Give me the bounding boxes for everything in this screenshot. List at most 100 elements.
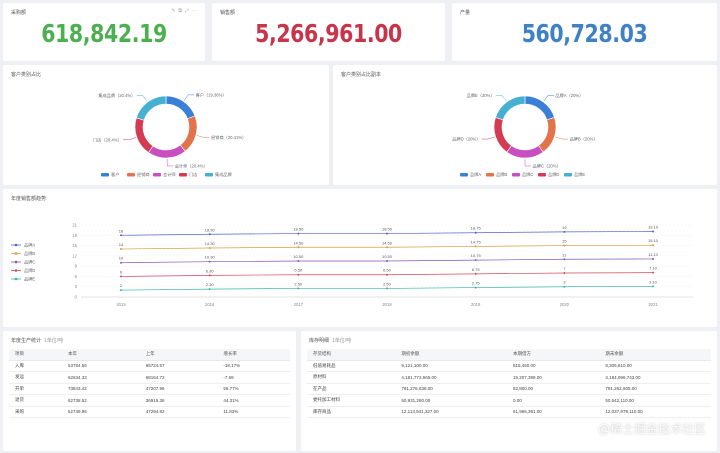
- column-header[interactable]: 项目: [9, 349, 62, 361]
- legend-swatch[interactable]: [486, 173, 494, 177]
- data-point[interactable]: [120, 234, 122, 237]
- data-point[interactable]: [474, 231, 477, 234]
- table-row[interactable]: 原材料 4,181,773,565.00 15,207,399.00 4,184,09…: [307, 371, 711, 384]
- slice-门店[interactable]: [134, 117, 154, 153]
- data-point[interactable]: [563, 285, 566, 288]
- column-header[interactable]: 期末余额: [599, 349, 711, 361]
- column-header[interactable]: 上年: [139, 349, 218, 361]
- data-point[interactable]: [652, 285, 654, 288]
- data-point[interactable]: [208, 233, 211, 236]
- column-header[interactable]: 增长率: [217, 349, 290, 361]
- edit-icon[interactable]: ✎: [171, 8, 176, 14]
- data-point[interactable]: [652, 244, 654, 247]
- data-point[interactable]: [120, 248, 122, 250]
- data-point[interactable]: [563, 272, 566, 274]
- legend-marker[interactable]: [14, 243, 18, 247]
- copy-icon[interactable]: ⧉: [178, 8, 182, 14]
- data-point[interactable]: [120, 261, 122, 264]
- column-header[interactable]: 期初余额: [395, 349, 507, 361]
- expand-icon[interactable]: ⤢: [184, 8, 189, 14]
- data-point[interactable]: [386, 273, 388, 276]
- data-point[interactable]: [474, 272, 477, 275]
- data-point[interactable]: [297, 287, 300, 290]
- table-row[interactable]: 发运 62634.33 68164.72 -7.69: [9, 371, 290, 384]
- more-icon[interactable]: ⋯: [192, 8, 197, 14]
- legend-label[interactable]: 经销商: [137, 171, 150, 178]
- table-row[interactable]: 委托加工材料 50,931,280.00 0.00 50,542,110.00: [307, 394, 711, 407]
- table-cell: 65724.57: [139, 360, 218, 372]
- data-point[interactable]: [474, 245, 477, 248]
- column-header[interactable]: 本年: [62, 349, 140, 361]
- data-point[interactable]: [386, 260, 388, 262]
- slice-品牌D[interactable]: [493, 117, 512, 153]
- data-point[interactable]: [474, 259, 477, 262]
- data-point[interactable]: [208, 274, 211, 277]
- legend-label[interactable]: 品牌D: [548, 171, 559, 178]
- legend-label[interactable]: 品牌A: [24, 242, 35, 249]
- legend-label[interactable]: 品牌C: [24, 259, 35, 266]
- legend-swatch[interactable]: [101, 173, 109, 177]
- legend-label[interactable]: 品牌B: [24, 250, 35, 257]
- legend-label[interactable]: 品牌A: [470, 171, 481, 178]
- slice-品牌E[interactable]: [495, 95, 526, 121]
- slice-会计师[interactable]: [148, 144, 186, 159]
- legend-swatch[interactable]: [512, 173, 520, 177]
- legend-swatch[interactable]: [205, 173, 213, 177]
- data-point[interactable]: [652, 271, 654, 274]
- legend-swatch[interactable]: [564, 173, 572, 177]
- legend-label[interactable]: 集成品牌: [215, 171, 232, 178]
- data-point[interactable]: [297, 273, 300, 276]
- legend-swatch[interactable]: [127, 173, 135, 177]
- data-point[interactable]: [563, 244, 566, 247]
- legend-marker[interactable]: [14, 277, 18, 281]
- data-point[interactable]: [386, 232, 388, 235]
- table-row[interactable]: 库存商品 12,113,941,327.00 61,965,361.00 12,037…: [307, 406, 711, 418]
- data-point[interactable]: [474, 286, 477, 289]
- slice-客户[interactable]: [165, 95, 196, 120]
- slice-品牌A[interactable]: [524, 95, 555, 121]
- data-point[interactable]: [297, 246, 300, 249]
- data-point[interactable]: [297, 260, 300, 262]
- column-header[interactable]: 本期借方: [506, 349, 600, 361]
- table-row[interactable]: 开单 73843.42 47207.96 56.77%: [9, 383, 290, 395]
- legend-label[interactable]: 客户: [111, 171, 119, 178]
- legend-marker[interactable]: [14, 260, 18, 264]
- legend-label[interactable]: 品牌E: [574, 171, 585, 178]
- data-point[interactable]: [563, 258, 566, 261]
- data-point[interactable]: [208, 288, 211, 291]
- legend-label[interactable]: 品牌C: [522, 171, 533, 178]
- slice-品牌C[interactable]: [506, 145, 544, 159]
- legend-swatch[interactable]: [153, 173, 161, 177]
- legend-label[interactable]: 品牌D: [24, 267, 35, 274]
- legend-swatch[interactable]: [460, 173, 468, 177]
- data-point[interactable]: [208, 260, 211, 263]
- slice-集成品牌[interactable]: [136, 95, 167, 121]
- column-header[interactable]: 存货结构: [307, 349, 396, 361]
- data-point[interactable]: [563, 230, 566, 233]
- data-point[interactable]: [652, 230, 654, 233]
- legend-label[interactable]: 品牌B: [496, 171, 507, 178]
- legend-marker[interactable]: [14, 269, 18, 272]
- legend-label[interactable]: 会计师: [163, 171, 176, 178]
- legend-swatch[interactable]: [538, 173, 546, 177]
- table-row[interactable]: 在产品 791,276,638.00 82,800.00 791,262,605.00: [307, 383, 711, 395]
- donut-chart: 品牌A（20%） 品牌B（20%） 品牌C（20%） 品牌D（20%） 品牌E（20%）…: [452, 92, 597, 178]
- data-point[interactable]: [386, 246, 388, 249]
- data-point[interactable]: [652, 257, 654, 260]
- legend-label[interactable]: 门店: [189, 171, 197, 178]
- data-point[interactable]: [386, 287, 388, 290]
- table-row[interactable]: 低值易耗品 9,121,100.00 815,450.00 8,305,610.00: [307, 360, 711, 372]
- data-point[interactable]: [120, 289, 122, 292]
- table-cell: 53784.56: [62, 360, 140, 372]
- legend-label[interactable]: 品牌E: [24, 276, 35, 283]
- slice-经销商[interactable]: [179, 115, 198, 152]
- legend-swatch[interactable]: [179, 173, 187, 177]
- data-point[interactable]: [208, 246, 211, 249]
- data-point[interactable]: [297, 232, 300, 235]
- legend-marker[interactable]: [14, 252, 18, 255]
- table-row[interactable]: 入库 53784.56 65724.57 -18.17%: [9, 360, 290, 372]
- table-row[interactable]: 采购 52749.96 47294.82 11.83%: [9, 406, 290, 418]
- slice-品牌B[interactable]: [538, 117, 557, 153]
- table-row[interactable]: 退货 62738.52 36916.36 44.31%: [9, 394, 290, 407]
- data-point[interactable]: [120, 275, 122, 278]
